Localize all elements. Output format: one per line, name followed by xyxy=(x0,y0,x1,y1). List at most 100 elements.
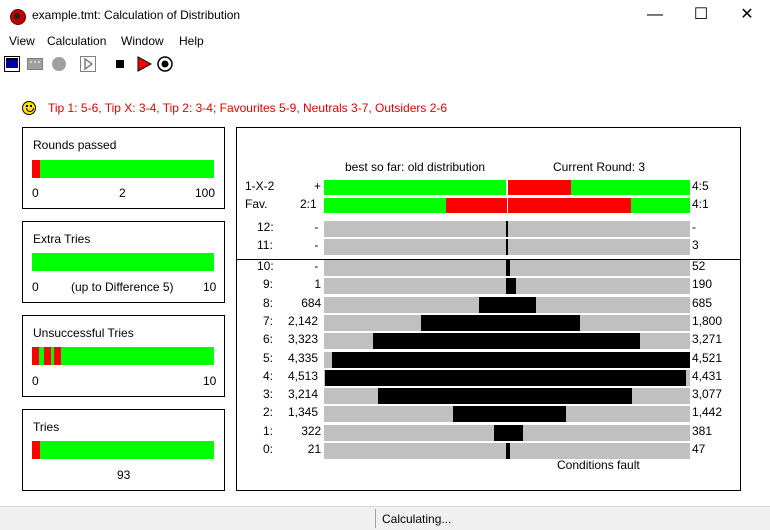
menu-view[interactable]: View xyxy=(9,34,35,48)
rounds-progress-fill xyxy=(32,160,40,178)
toolbar xyxy=(0,52,770,76)
tries-bar xyxy=(32,441,214,459)
rounds-progress-bar xyxy=(32,160,214,178)
dist-left-count: 322 xyxy=(301,423,322,438)
stop-icon[interactable] xyxy=(112,56,128,72)
menu-calculation[interactable]: Calculation xyxy=(47,34,107,48)
view-icon[interactable] xyxy=(4,56,20,72)
upper-left-count: - xyxy=(314,238,319,252)
dist-center-tick xyxy=(506,278,508,295)
right-header: Current Round: 3 xyxy=(553,160,646,174)
dist-left-count: 4,513 xyxy=(288,368,319,383)
dist-center-tick xyxy=(506,314,508,331)
minimize-button[interactable]: — xyxy=(647,6,663,23)
dist-left-count: 3,323 xyxy=(288,332,319,347)
stop-circle-icon[interactable] xyxy=(51,56,67,72)
summary-left-value: + xyxy=(314,179,322,193)
divider xyxy=(237,259,740,260)
extra-max: 10 xyxy=(203,280,217,294)
rounds-min: 0 xyxy=(32,186,39,200)
summary-red-segment xyxy=(508,198,631,213)
record-icon[interactable] xyxy=(157,56,173,72)
title-bar: example.tmt: Calculation of Distribution… xyxy=(0,0,770,32)
dist-right-count: 685 xyxy=(692,295,713,310)
unsuccessful-max: 10 xyxy=(203,374,217,388)
unsuccessful-mark xyxy=(54,347,61,365)
grid-icon[interactable] xyxy=(27,56,43,72)
tries-mark xyxy=(32,441,40,459)
dist-left-bg xyxy=(324,443,506,459)
dist-row-label: 3: xyxy=(263,387,274,402)
unsuccessful-tries-box: Unsuccessful Tries 0 10 xyxy=(22,315,225,397)
extra-tries-label: Extra Tries xyxy=(33,232,91,246)
extra-tries-bar xyxy=(32,253,214,271)
dist-right-count: 4,431 xyxy=(692,368,723,383)
dist-right-count: 3,271 xyxy=(692,332,723,347)
dist-center-tick xyxy=(506,443,508,459)
dist-right-bar xyxy=(508,333,640,350)
upper-right-count: 3 xyxy=(692,238,699,252)
dist-right-bg xyxy=(508,424,690,441)
dist-right-bar xyxy=(508,369,686,386)
status-bar: Calculating... xyxy=(0,506,770,530)
dist-center-tick xyxy=(506,333,508,350)
upper-center-tick xyxy=(506,221,508,237)
status-divider xyxy=(375,509,376,528)
play-outline-icon[interactable] xyxy=(80,56,96,72)
dist-left-count: 1 xyxy=(314,277,322,292)
tries-value: 93 xyxy=(117,468,131,482)
dist-right-bar xyxy=(508,260,510,276)
upper-right-count: - xyxy=(692,220,696,234)
dist-right-bar xyxy=(508,443,510,459)
left-header: best so far: old distribution xyxy=(345,160,486,174)
menu-help[interactable]: Help xyxy=(179,34,204,48)
summary-red-segment xyxy=(446,198,507,213)
dist-center-tick xyxy=(506,388,508,405)
dist-right-count: 190 xyxy=(692,277,713,292)
status-text: Calculating... xyxy=(382,512,452,526)
close-button[interactable]: ✕ xyxy=(740,6,754,23)
dist-right-bg xyxy=(508,260,690,276)
dist-right-count: 381 xyxy=(692,423,713,438)
dist-left-bar xyxy=(479,296,507,313)
dist-right-bar xyxy=(508,314,580,331)
dist-row-label: 1: xyxy=(263,423,274,438)
dist-left-count: 3,214 xyxy=(288,387,319,402)
dist-right-bar xyxy=(508,406,566,423)
upper-row-label: 12: xyxy=(257,220,274,234)
dist-row-label: 0: xyxy=(263,442,274,456)
upper-left-count: - xyxy=(314,220,319,234)
dist-right-count: 1,442 xyxy=(692,405,723,420)
dist-center-tick xyxy=(506,351,508,368)
distribution-panel: best so far: old distribution Current Ro… xyxy=(236,127,741,491)
play-icon[interactable] xyxy=(136,56,153,72)
menu-window[interactable]: Window xyxy=(121,34,164,48)
dist-left-count: 684 xyxy=(301,295,322,310)
dist-row-label: 7: xyxy=(263,313,274,328)
upper-row-label: 11: xyxy=(257,238,273,252)
dist-left-bar xyxy=(453,406,507,423)
dist-row-label: 6: xyxy=(263,332,274,347)
dist-left-bar xyxy=(494,424,507,441)
dist-row-label: 5: xyxy=(263,350,274,365)
dist-left-count: 2,142 xyxy=(288,313,319,328)
dist-row-label: 2: xyxy=(263,405,274,420)
menu-bar: View Calculation Window Help xyxy=(0,32,770,52)
unsuccessful-tries-bar xyxy=(32,347,214,365)
maximize-button[interactable]: ☐ xyxy=(693,6,709,23)
tries-box: Tries 93 xyxy=(22,409,225,491)
conditions-fault-label: Conditions fault xyxy=(557,458,640,472)
summary-left-bar xyxy=(324,180,506,195)
app-icon xyxy=(10,9,26,25)
dist-right-bar xyxy=(508,424,523,441)
dist-right-count: 3,077 xyxy=(692,387,723,402)
tip-text: Tip 1: 5-6, Tip X: 3-4, Tip 2: 3-4; Favo… xyxy=(48,101,448,115)
summary-row-label: Fav. xyxy=(245,197,268,211)
upper-right-bg xyxy=(508,221,690,237)
upper-left-bg xyxy=(324,221,506,237)
summary-right-value: 4:5 xyxy=(692,179,709,193)
unsuccessful-min: 0 xyxy=(32,374,39,388)
window-title: example.tmt: Calculation of Distribution xyxy=(32,8,241,22)
tries-label: Tries xyxy=(33,420,60,434)
dist-right-bar xyxy=(508,351,690,368)
